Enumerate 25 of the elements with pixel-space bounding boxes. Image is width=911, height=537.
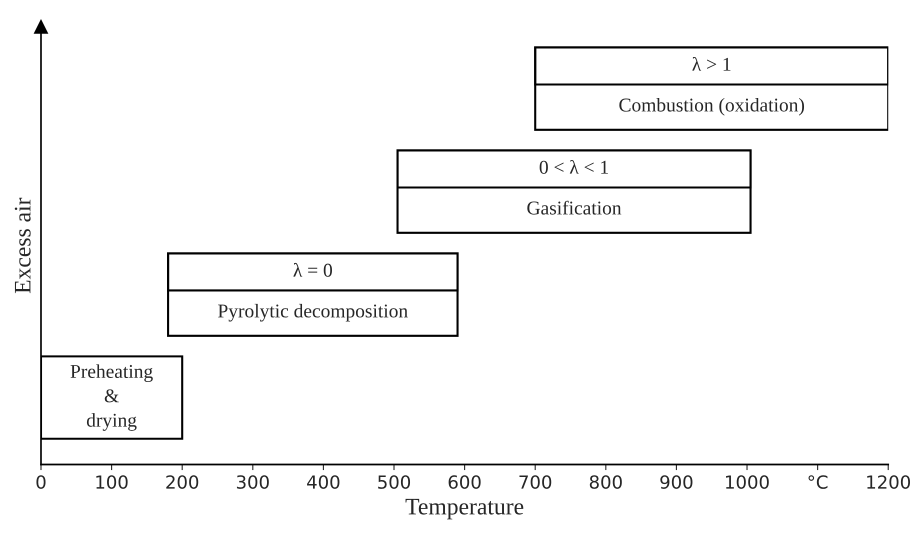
x-tick-label: 700: [519, 475, 552, 489]
x-tick-label: 1200: [867, 475, 910, 489]
x-tick-label: 400: [307, 475, 340, 489]
x-axis-title: Temperature: [406, 498, 524, 520]
y-tick-label: Gasification: [527, 200, 622, 215]
bar: [396, 149, 752, 234]
annotation: λ = 0: [293, 262, 332, 277]
annotation: λ > 1: [692, 56, 730, 71]
x-tick-label: 600: [448, 475, 481, 489]
y-axis-title: Excess air: [14, 198, 31, 294]
y-tick-label: Combustion (oxidation): [619, 98, 804, 116]
annotation: 0 < λ < 1: [540, 160, 608, 174]
x-tick-label: 0: [36, 475, 46, 489]
y-tick-label: Pyrolytic decomposition: [218, 304, 408, 322]
x-tick-label: 800: [590, 475, 622, 489]
bar: [534, 46, 888, 131]
x-tick-label: 1000: [726, 475, 769, 489]
x-tick-label: 100: [96, 475, 128, 489]
x-tick-label: 200: [166, 475, 198, 489]
x-tick-label: 300: [236, 475, 269, 489]
x-tick-label: °C: [808, 475, 828, 489]
x-tick-label: 500: [378, 475, 410, 489]
x-tick-label: 900: [660, 475, 692, 489]
bar: [167, 252, 459, 337]
y-tick-label: Preheating & drying: [70, 364, 153, 431]
